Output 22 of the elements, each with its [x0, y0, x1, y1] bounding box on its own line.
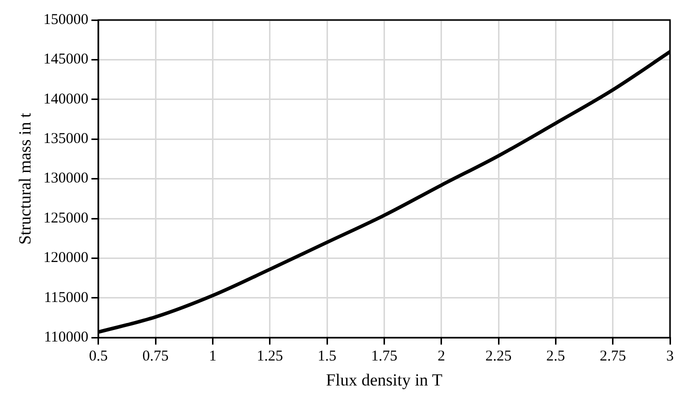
x-tick-label: 1.75	[371, 348, 398, 365]
y-tick-label: 150000	[43, 12, 88, 28]
x-tick-label: 0.75	[142, 348, 169, 365]
y-tick-label: 125000	[43, 210, 88, 226]
y-tick-label: 120000	[43, 250, 88, 266]
y-tick-label: 115000	[44, 290, 88, 306]
y-axis-title: Structural mass in t	[16, 112, 35, 245]
x-tick-label: 3	[666, 348, 674, 365]
x-tick-label: 2.25	[485, 348, 512, 365]
x-axis-title: Flux density in T	[326, 370, 443, 390]
x-tick-label: 1.5	[318, 348, 336, 365]
y-tick-label: 130000	[43, 170, 88, 187]
x-tick-label: 1	[208, 348, 216, 365]
y-tick-label: 135000	[43, 131, 88, 148]
x-tick-label: 0.5	[89, 348, 108, 365]
x-tick-label: 2.75	[600, 348, 626, 365]
y-tick-label: 140000	[43, 91, 88, 108]
x-tick-label: 2.5	[546, 348, 566, 365]
y-tick-label: 145000	[43, 52, 88, 68]
y-tick-label: 110000	[44, 330, 88, 346]
x-tick-label: 1.25	[256, 348, 284, 365]
x-tick-label: 2	[438, 348, 446, 365]
